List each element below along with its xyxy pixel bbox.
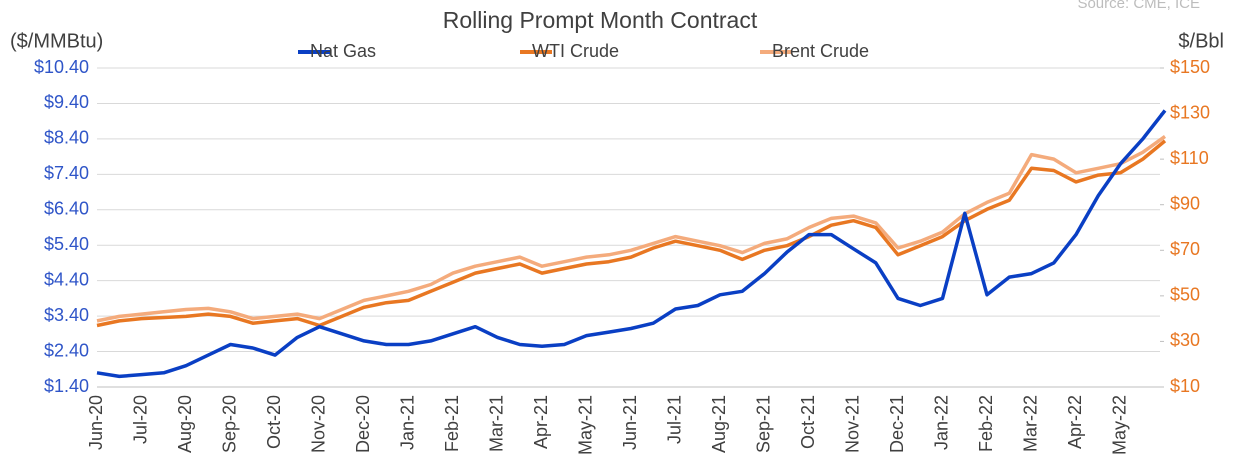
y-tick-label: $7.40: [44, 163, 89, 183]
y2-tick-label: $70: [1170, 239, 1200, 259]
x-tick-label: Nov-21: [842, 395, 862, 453]
source-note: Source: CME, ICE: [1077, 0, 1200, 12]
x-tick-label: Jan-22: [931, 395, 951, 450]
y2-tick-label: $150: [1170, 57, 1210, 77]
y2-tick-label: $30: [1170, 330, 1200, 350]
y2-axis-label: $/Bbl: [1178, 30, 1224, 52]
series-line: [96, 109, 1167, 379]
x-tick-label: Aug-21: [709, 395, 729, 453]
x-tick-label: May-22: [1109, 395, 1129, 455]
x-tick-label: Oct-21: [798, 395, 818, 449]
y-tick-label: $4.40: [44, 269, 89, 289]
chart-title: Rolling Prompt Month Contract: [443, 7, 758, 33]
x-tick-label: Feb-21: [442, 395, 462, 452]
x-tick-label: Dec-20: [353, 395, 373, 453]
x-tick-label: Jun-21: [620, 395, 640, 450]
x-tick-label: Jan-21: [397, 395, 417, 450]
y-tick-label: $10.40: [34, 57, 89, 77]
y-tick-label: $3.40: [44, 305, 89, 325]
x-tick-label: May-21: [575, 395, 595, 455]
y-tick-label: $6.40: [44, 199, 89, 219]
series-line: [96, 134, 1167, 323]
y2-tick-label: $50: [1170, 285, 1200, 305]
x-tick-label: Apr-21: [531, 395, 551, 449]
x-tick-label: Sep-21: [753, 395, 773, 453]
y-tick-label: $2.40: [44, 340, 89, 360]
x-tick-label: Apr-22: [1065, 395, 1085, 449]
y-tick-label: $1.40: [44, 376, 89, 396]
legend-label: Nat Gas: [310, 41, 376, 61]
y-tick-label: $5.40: [44, 234, 89, 254]
x-tick-label: Aug-20: [175, 395, 195, 453]
x-tick-label: Jul-21: [664, 395, 684, 444]
y2-tick-label: $130: [1170, 102, 1210, 122]
x-tick-label: Feb-22: [976, 395, 996, 452]
x-tick-label: Jul-20: [130, 395, 150, 444]
y-tick-label: $9.40: [44, 92, 89, 112]
x-tick-label: Oct-20: [264, 395, 284, 449]
x-tick-label: Mar-21: [486, 395, 506, 452]
series-line: [96, 139, 1167, 328]
y-axis-label: ($/MMBtu): [10, 30, 103, 52]
y2-tick-label: $10: [1170, 376, 1200, 396]
legend-label: Brent Crude: [772, 41, 869, 61]
y-tick-label: $8.40: [44, 128, 89, 148]
x-tick-label: Jun-20: [86, 395, 106, 450]
y2-tick-label: $90: [1170, 193, 1200, 213]
x-tick-label: Mar-22: [1020, 395, 1040, 452]
x-tick-label: Dec-21: [887, 395, 907, 453]
legend-label: WTI Crude: [532, 41, 619, 61]
x-tick-label: Sep-20: [219, 395, 239, 453]
x-tick-label: Nov-20: [308, 395, 328, 453]
y2-tick-label: $110: [1170, 148, 1209, 168]
